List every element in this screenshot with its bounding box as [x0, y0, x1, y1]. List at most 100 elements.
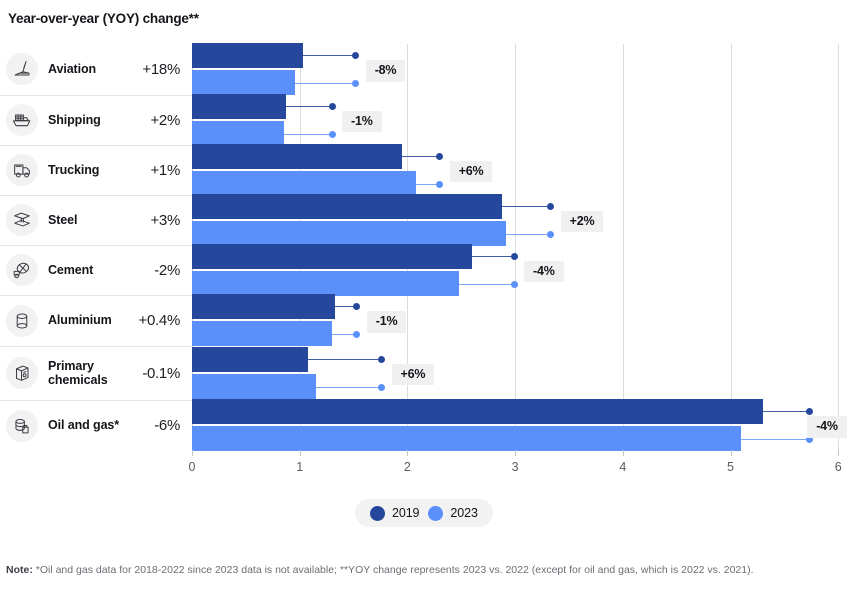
footnote: Note: *Oil and gas data for 2018-2022 si… [6, 563, 766, 578]
category-name-line2: chemicals [48, 373, 108, 388]
category-name: Cement [48, 262, 94, 277]
dot-2019 [510, 252, 518, 260]
truck-icon [6, 154, 38, 186]
chart-legend: 2019 2023 [355, 499, 493, 527]
connector-2023 [315, 386, 382, 388]
gridline-6 [838, 44, 840, 450]
chart-frame: Aviation +18% Shipping +2% Trucking +1% Steel +… [0, 43, 850, 451]
delta-badge: -4% [807, 416, 847, 438]
category-row-1: Aviation +18% [0, 44, 192, 95]
bar-2019 [192, 346, 309, 372]
delta-badge: +2% [560, 210, 604, 232]
category-name: Aviation [48, 61, 97, 76]
aluminium-ingot-icon [6, 304, 38, 337]
yoy-value: -2% [154, 261, 180, 279]
connector-2019 [472, 255, 515, 257]
bar-2019 [192, 243, 473, 269]
dot-2023 [328, 130, 336, 138]
dot-2019 [353, 303, 361, 311]
circle-swatch-icon [370, 505, 385, 521]
legend-item-2023[interactable]: 2023 [428, 505, 478, 521]
steel-beam-icon [6, 204, 38, 236]
gridline-5 [730, 44, 732, 450]
delta-badge: +6% [391, 363, 435, 386]
bar-2023 [192, 70, 296, 96]
footnote-text: *Oil and gas data for 2018-2022 since 20… [32, 564, 754, 576]
delta-badge: -8% [365, 60, 406, 82]
connector-2019 [308, 358, 382, 360]
x-axis: 0 1 2 3 4 5 6 [188, 450, 850, 478]
dot-2023 [547, 230, 555, 238]
yoy-value: +1% [150, 161, 180, 179]
chemical-canister-icon [6, 357, 38, 390]
category-name: Primary chemicals [48, 358, 108, 388]
plot-area: -8% -1% +6% +2% -4% -1% +6% -4% [192, 43, 850, 451]
dot-2019 [436, 152, 444, 160]
category-name: Oil and gas* [48, 418, 120, 433]
tick-mark-0 [192, 450, 193, 456]
bar-2019 [192, 143, 402, 169]
bar-2019 [192, 193, 503, 219]
bar-2019 [192, 93, 286, 119]
dot-2023 [510, 280, 518, 288]
connector-2019 [502, 205, 551, 207]
legend-item-2019[interactable]: 2019 [370, 505, 420, 521]
category-row-2: Shipping +2% [0, 94, 192, 145]
dot-2023 [378, 383, 386, 391]
bar-2023 [192, 270, 460, 296]
dot-2019 [547, 202, 555, 210]
oil-barrel-icon [6, 409, 38, 442]
dot-2023 [353, 331, 361, 339]
dot-2023 [436, 180, 444, 188]
delta-badge: -4% [524, 260, 564, 283]
category-name: Steel [48, 212, 78, 227]
category-row-7: Primary chemicals -0.1% [0, 345, 192, 401]
bar-2019 [192, 43, 303, 69]
connector-2019 [762, 411, 810, 412]
gridline-4 [622, 44, 624, 450]
bar-2023 [192, 321, 332, 347]
connector-2019 [335, 306, 357, 308]
tick-mark-4 [622, 450, 624, 456]
bar-2023 [192, 120, 284, 146]
connector-2023 [332, 334, 357, 336]
connector-2023 [283, 133, 332, 135]
dot-2023 [805, 436, 813, 443]
dot-2023 [352, 80, 360, 88]
tick-label-6: 6 [834, 460, 842, 474]
connector-2019 [302, 55, 356, 57]
category-name: Shipping [48, 112, 101, 127]
yoy-value: -6% [154, 417, 180, 434]
category-label-column: Aviation +18% Shipping +2% Trucking +1% Steel +… [0, 44, 192, 450]
tick-label-0: 0 [188, 460, 196, 474]
delta-badge: +6% [449, 160, 493, 182]
cement-mixer-icon [6, 254, 38, 287]
connector-2019 [402, 155, 440, 157]
connector-2019 [285, 105, 332, 107]
category-row-4: Steel +3% [0, 194, 192, 245]
circle-swatch-icon [428, 505, 444, 521]
footnote-label: Note: [6, 564, 33, 576]
bar-2023 [192, 170, 417, 196]
airplane-tail-icon [6, 53, 38, 86]
category-row-8: Oil and gas* -6% [0, 400, 192, 450]
legend-label: 2023 [450, 506, 478, 520]
category-name: Aluminium [48, 313, 112, 328]
tick-label-1: 1 [296, 460, 304, 474]
tick-mark-2 [407, 450, 409, 456]
tick-mark-3 [515, 450, 517, 456]
bar-2023 [192, 220, 507, 246]
dot-2019 [378, 355, 386, 363]
connector-2023 [506, 233, 551, 235]
delta-badge: -1% [366, 311, 407, 333]
yoy-value: +0.4% [138, 312, 181, 330]
connector-2023 [416, 183, 440, 185]
dot-2019 [328, 102, 336, 110]
tick-mark-5 [730, 450, 732, 456]
connector-2023 [459, 283, 515, 285]
category-row-5: Cement -2% [0, 244, 192, 296]
yoy-value: -0.1% [142, 364, 180, 382]
category-row-3: Trucking +1% [0, 144, 192, 195]
page-title: Year-over-year (YOY) change** [8, 11, 199, 26]
gridline-3 [515, 44, 517, 450]
